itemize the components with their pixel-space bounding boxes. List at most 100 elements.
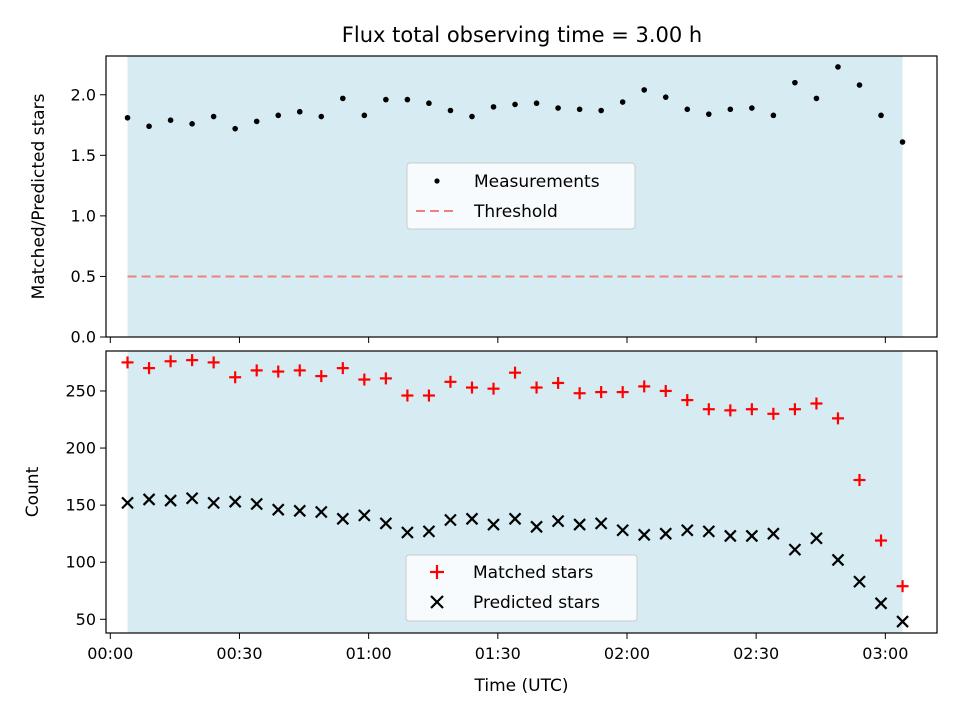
predicted-star-point-b [874,597,888,610]
predicted-star-point [185,492,199,505]
predicted-star-point-b [121,496,134,510]
matched-star-point [379,372,392,385]
predicted-star-point-b [637,528,651,542]
legend-measurements-marker [434,178,440,184]
predicted-star-point-b [422,525,436,538]
legend-matched-label: Matched stars [473,563,593,583]
predicted-star-point-b [896,615,909,628]
matched-star-point [358,373,371,386]
predicted-star-point-b [185,492,199,505]
matched-star-point [724,404,737,417]
predicted-star-point-b [336,512,350,526]
bottom-y-tick-label: 100 [65,553,96,572]
matched-star-point [659,384,672,397]
predicted-star-point [896,615,909,628]
matched-star-point [702,403,715,416]
bottom-y-tick-label: 200 [65,439,96,458]
predicted-star-point [767,527,780,540]
matched-stars-points [121,354,909,593]
predicted-star-point [271,503,285,516]
x-tick-label: 01:00 [346,644,392,663]
predicted-star-point [874,597,888,610]
measurement-point [404,96,411,103]
measurement-point [576,106,583,113]
predicted-star-point-b [594,517,608,530]
top-y-tick-label: 1.5 [71,146,96,165]
top-legend-box [406,162,636,230]
predicted-star-point-b [487,518,500,531]
predicted-star-point [530,520,543,534]
measurement-point [296,108,303,115]
predicted-star-point [637,528,651,542]
predicted-star-point [250,497,263,511]
top-y-tick-label: 0.0 [71,328,96,347]
bottom-y-tick-label: 150 [65,496,96,515]
measurement-point [490,104,497,110]
predicted-star-point-b [401,526,414,539]
measurement-point [210,113,217,120]
predicted-star-point [358,509,371,522]
predicted-star-point-b [616,523,629,537]
top-y-tick-label: 2.0 [71,85,96,104]
measurement-point [878,112,884,119]
predicted-star-point-b [680,523,694,537]
measurement-point [813,95,820,102]
x-tick-label: 02:30 [733,644,779,663]
measurement-point [275,112,282,119]
measurement-point [533,100,540,107]
predicted-star-point [121,496,134,510]
bottom-panel: 50 100 150 200 250 00:00 00:30 01:00 01:30 02:00… [23,350,938,696]
predicted-star-point [788,543,802,556]
predicted-star-point-b [228,495,242,508]
predicted-star-point-b [659,527,673,540]
predicted-star-point-b [271,503,285,516]
matched-star-point [831,412,844,425]
x-axis-label: Time (UTC) [474,676,569,696]
matched-star-point [552,376,565,389]
predicted-star-point [487,518,500,531]
top-y-ticks: 0.0 0.5 1.0 1.5 2.0 [71,85,106,347]
predicted-star-point-b [444,513,457,527]
measurement-point [469,113,475,120]
predicted-star-point-b [142,493,156,506]
matched-star-point [509,366,522,379]
matched-star-point [810,397,823,410]
measurement-point [641,87,648,93]
measurement-point [512,101,518,108]
measurement-point [447,107,454,114]
top-y-tick-label: 1.0 [71,206,96,225]
chart-title: Flux total observing time = 3.00 h [342,23,702,47]
matched-star-point [638,380,651,393]
predicted-star-point [616,523,629,537]
predicted-star-point [853,575,866,588]
predicted-star-point-b [767,527,780,540]
matched-star-point [207,356,220,369]
top-plot-frame [105,55,938,338]
measurement-point [856,82,863,88]
x-tick-label: 00:00 [87,644,133,663]
bottom-legend: Matched stars Predicted stars [405,554,638,622]
predicted-star-point-b [358,509,371,522]
top-y-axis-label: Matched/Predicted stars [29,93,49,299]
predicted-star-point [831,553,845,567]
predicted-star-point-b [530,520,543,534]
top-x-ticks [109,337,886,343]
top-legend: Measurements Threshold [406,162,636,230]
measurement-point [318,113,325,120]
matched-star-point [616,386,629,399]
matched-star-point [595,386,608,399]
predicted-star-point [422,525,436,538]
predicted-star-point-b [379,517,393,530]
predicted-star-point [573,518,586,531]
bottom-legend-box [405,554,638,622]
predicted-star-point [724,529,737,543]
bottom-x-ticks: 00:00 00:30 01:00 01:30 02:00 02:30 03:00 [87,633,908,663]
predicted-star-point-b [573,518,586,531]
predicted-star-point [551,514,565,528]
x-tick-label: 02:00 [604,644,650,663]
matched-star-point [250,364,263,377]
matched-star-point [229,371,242,384]
predicted-star-point-b [164,494,177,507]
matched-star-point [745,403,758,416]
matched-star-point [272,365,285,378]
